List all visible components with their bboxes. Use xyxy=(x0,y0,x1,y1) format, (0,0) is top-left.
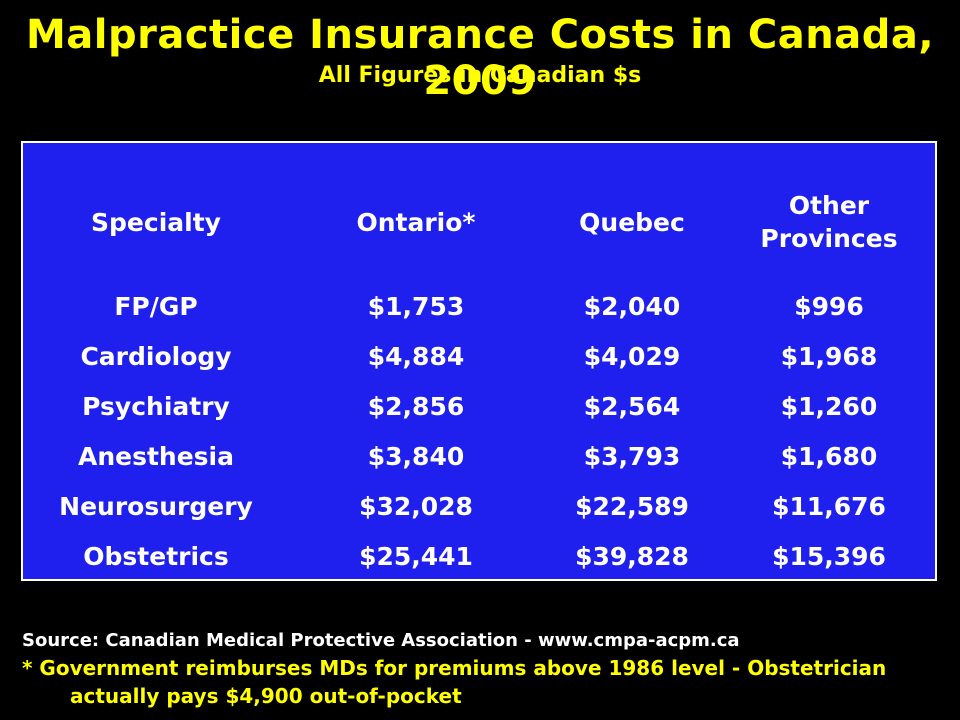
other-provinces-cell: $1,680 xyxy=(780,442,878,471)
specialty-cell: Obstetrics xyxy=(83,542,229,571)
quebec-cell: $2,040 xyxy=(583,292,681,321)
other-provinces-cell: $11,676 xyxy=(772,492,886,521)
quebec-cell: $3,793 xyxy=(583,442,681,471)
ontario-cell: $1,753 xyxy=(367,292,465,321)
ontario-cell: $2,856 xyxy=(367,392,465,421)
quebec-cell: $39,828 xyxy=(575,542,689,571)
other-provinces-cell: $1,968 xyxy=(780,342,878,371)
quebec-cell: $2,564 xyxy=(583,392,681,421)
column-header-ontario: Ontario* xyxy=(356,208,476,237)
footnote-line-1: * Government reimburses MDs for premiums… xyxy=(22,656,887,680)
other-provinces-cell: $1,260 xyxy=(780,392,878,421)
page-title: Malpractice Insurance Costs in Canada, 2… xyxy=(25,12,935,104)
column-header-specialty: Specialty xyxy=(91,208,221,237)
ontario-cell: $3,840 xyxy=(367,442,465,471)
specialty-cell: Cardiology xyxy=(80,342,232,371)
specialty-cell: Psychiatry xyxy=(82,392,230,421)
ontario-cell: $32,028 xyxy=(359,492,473,521)
page-subtitle: All Figures in Canadian $s xyxy=(318,63,642,88)
ontario-cell: $4,884 xyxy=(367,342,465,371)
quebec-cell: $22,589 xyxy=(575,492,689,521)
specialty-cell: Neurosurgery xyxy=(59,492,253,521)
data-table-panel: Specialty Ontario* Quebec Other Province… xyxy=(21,141,937,581)
quebec-cell: $4,029 xyxy=(583,342,681,371)
column-header-other-provinces: Other Provinces xyxy=(760,191,898,253)
ontario-cell: $25,441 xyxy=(359,542,473,571)
specialty-cell: FP/GP xyxy=(114,292,198,321)
footnote-line-2: actually pays $4,900 out-of-pocket xyxy=(70,684,462,708)
specialty-cell: Anesthesia xyxy=(77,442,235,471)
source-note: Source: Canadian Medical Protective Asso… xyxy=(22,630,740,651)
column-header-quebec: Quebec xyxy=(579,208,685,237)
other-provinces-cell: $996 xyxy=(794,292,864,321)
other-provinces-cell: $15,396 xyxy=(772,542,886,571)
